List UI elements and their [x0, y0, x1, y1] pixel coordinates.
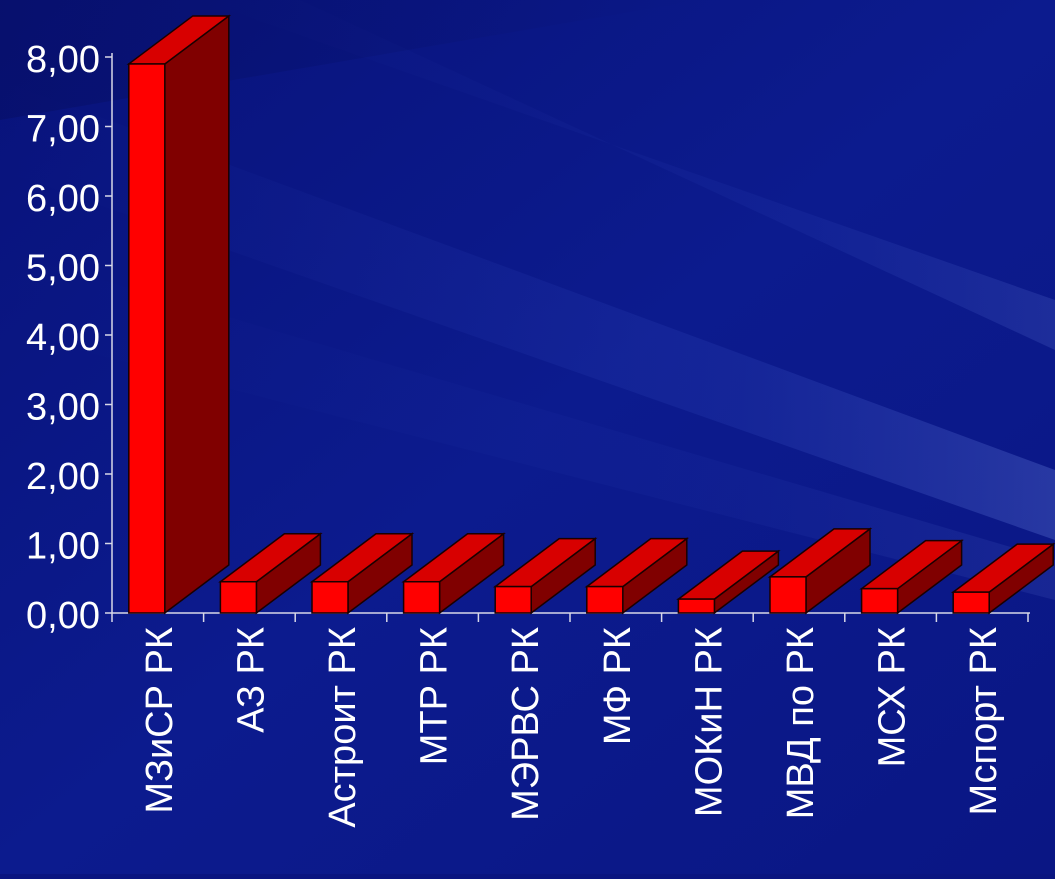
bar-front: [494, 585, 532, 614]
y-tick-label: 3,00: [26, 387, 100, 429]
bar-front: [860, 587, 899, 614]
x-tick-label: МОКиН РК: [688, 627, 730, 817]
y-tick-label: 0,00: [26, 595, 100, 637]
bar: [126, 14, 232, 615]
bars-layer: [126, 14, 1055, 615]
bar: [584, 537, 690, 615]
x-tick-label: МСХ РК: [872, 627, 914, 767]
x-tick-label: Астроит РК: [322, 627, 364, 828]
bar: [859, 539, 964, 615]
bar-front: [311, 580, 349, 614]
y-tick-label: 6,00: [26, 178, 100, 220]
y-tick-label: 4,00: [26, 317, 100, 359]
bar-side: [164, 14, 230, 615]
bar-front: [952, 591, 990, 614]
x-tick-label: МЭРВС РК: [505, 627, 547, 821]
bar-front: [128, 63, 166, 614]
y-tick-label: 5,00: [26, 248, 100, 290]
x-tick-label: МФ РК: [597, 627, 639, 745]
bar: [767, 527, 873, 615]
bar: [401, 532, 506, 615]
x-tick-label: АЗ РК: [230, 627, 272, 733]
bar: [676, 549, 781, 615]
y-tick-label: 7,00: [26, 109, 100, 151]
bar-front: [677, 598, 716, 614]
x-tick-label: Мспорт РК: [963, 627, 1005, 816]
bar: [950, 542, 1055, 615]
bar-front: [402, 580, 441, 614]
bar: [492, 537, 598, 615]
y-tick-label: 8,00: [26, 39, 100, 81]
y-tick-label: 2,00: [26, 456, 100, 498]
x-tick-label: МВД по РК: [780, 627, 822, 819]
y-tick-label: 1,00: [26, 526, 100, 568]
x-tick-label: МТР РК: [414, 627, 456, 765]
labels-layer: 0,00 1,00 2,00 3,00 4,00 5,00 6,00 7,00 8,00 МЗиС…: [26, 39, 1005, 828]
bar-front: [219, 580, 258, 614]
bar-front: [586, 585, 624, 614]
bar: [218, 532, 323, 615]
bar-front: [769, 576, 807, 614]
x-tick-label: МЗиСР РК: [139, 627, 181, 814]
bar: [309, 532, 415, 615]
